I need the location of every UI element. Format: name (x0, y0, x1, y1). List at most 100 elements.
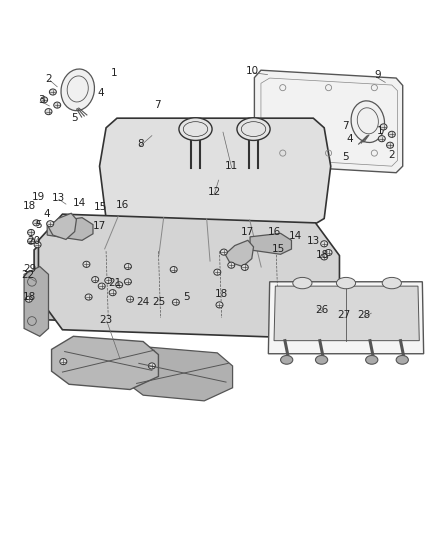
Text: 5: 5 (183, 292, 190, 302)
Ellipse shape (61, 69, 94, 111)
Ellipse shape (172, 299, 179, 305)
Ellipse shape (215, 302, 223, 308)
Ellipse shape (379, 124, 386, 130)
Ellipse shape (126, 296, 133, 302)
Text: 1: 1 (376, 126, 382, 136)
Ellipse shape (34, 241, 41, 248)
Ellipse shape (378, 135, 385, 142)
Ellipse shape (53, 102, 60, 108)
Text: 2: 2 (388, 150, 394, 160)
Text: 8: 8 (137, 139, 143, 149)
Text: 18: 18 (23, 292, 36, 302)
Text: 9: 9 (373, 70, 380, 80)
Ellipse shape (49, 89, 56, 95)
Ellipse shape (47, 221, 53, 227)
Text: 18: 18 (23, 201, 36, 211)
Text: 11: 11 (225, 161, 238, 171)
Ellipse shape (98, 283, 105, 289)
Text: 19: 19 (32, 192, 45, 201)
Ellipse shape (388, 131, 394, 138)
Text: 7: 7 (341, 121, 348, 131)
Polygon shape (273, 286, 418, 341)
Text: 14: 14 (72, 198, 85, 208)
Text: 3: 3 (38, 95, 45, 105)
Text: 20: 20 (28, 236, 41, 246)
Ellipse shape (83, 261, 90, 268)
Text: 7: 7 (154, 100, 160, 110)
Text: 15: 15 (94, 201, 107, 212)
Text: 21: 21 (108, 278, 121, 288)
Text: 28: 28 (356, 310, 369, 320)
Text: 18: 18 (215, 289, 228, 299)
Ellipse shape (315, 356, 327, 364)
Polygon shape (24, 266, 48, 336)
Polygon shape (225, 240, 253, 266)
Text: 12: 12 (207, 187, 220, 197)
Ellipse shape (60, 359, 67, 365)
Polygon shape (268, 282, 423, 354)
Ellipse shape (116, 282, 122, 288)
Ellipse shape (170, 266, 177, 272)
Ellipse shape (85, 294, 92, 300)
Text: 1: 1 (110, 68, 117, 78)
Ellipse shape (148, 363, 155, 369)
Polygon shape (254, 70, 402, 173)
Text: 4: 4 (44, 209, 50, 219)
Text: 4: 4 (346, 134, 352, 144)
Ellipse shape (213, 269, 220, 275)
Ellipse shape (124, 279, 131, 285)
Ellipse shape (324, 249, 331, 256)
Ellipse shape (220, 249, 227, 255)
Ellipse shape (320, 254, 327, 260)
Ellipse shape (336, 277, 355, 289)
Polygon shape (51, 336, 158, 390)
Polygon shape (99, 118, 330, 225)
Ellipse shape (292, 277, 311, 289)
Text: 26: 26 (314, 305, 328, 315)
Polygon shape (47, 217, 93, 240)
Text: 4: 4 (97, 88, 104, 98)
Ellipse shape (25, 296, 32, 302)
Ellipse shape (237, 118, 269, 140)
Text: 27: 27 (336, 310, 350, 320)
Polygon shape (48, 213, 76, 239)
Ellipse shape (350, 101, 384, 142)
Text: 5: 5 (71, 113, 78, 123)
Ellipse shape (109, 289, 116, 296)
Text: 25: 25 (152, 297, 165, 307)
Text: 22: 22 (21, 270, 34, 280)
Ellipse shape (241, 264, 248, 270)
Text: 10: 10 (245, 66, 258, 76)
Ellipse shape (124, 263, 131, 270)
Text: 5: 5 (341, 151, 348, 161)
Text: 16: 16 (116, 200, 129, 211)
Text: 14: 14 (289, 231, 302, 241)
Text: 2: 2 (45, 74, 52, 84)
Ellipse shape (33, 220, 40, 226)
Ellipse shape (41, 97, 47, 103)
Ellipse shape (45, 109, 52, 115)
Polygon shape (125, 347, 232, 401)
Text: 5: 5 (35, 220, 42, 230)
Ellipse shape (280, 356, 292, 364)
Ellipse shape (381, 277, 400, 289)
Ellipse shape (179, 118, 212, 140)
Polygon shape (34, 241, 321, 328)
Text: 15: 15 (271, 244, 284, 254)
Text: 13: 13 (51, 192, 64, 203)
Polygon shape (250, 233, 291, 254)
Polygon shape (39, 214, 339, 338)
Text: 13: 13 (306, 236, 319, 246)
Text: 24: 24 (136, 297, 149, 307)
Ellipse shape (28, 238, 35, 244)
Ellipse shape (320, 241, 327, 247)
Ellipse shape (105, 277, 112, 284)
Ellipse shape (92, 277, 99, 282)
Ellipse shape (365, 356, 377, 364)
Ellipse shape (395, 356, 407, 364)
Text: 17: 17 (93, 221, 106, 231)
Ellipse shape (386, 142, 392, 148)
Text: 29: 29 (23, 264, 36, 273)
Text: 17: 17 (240, 228, 254, 238)
Text: 18: 18 (314, 250, 328, 260)
